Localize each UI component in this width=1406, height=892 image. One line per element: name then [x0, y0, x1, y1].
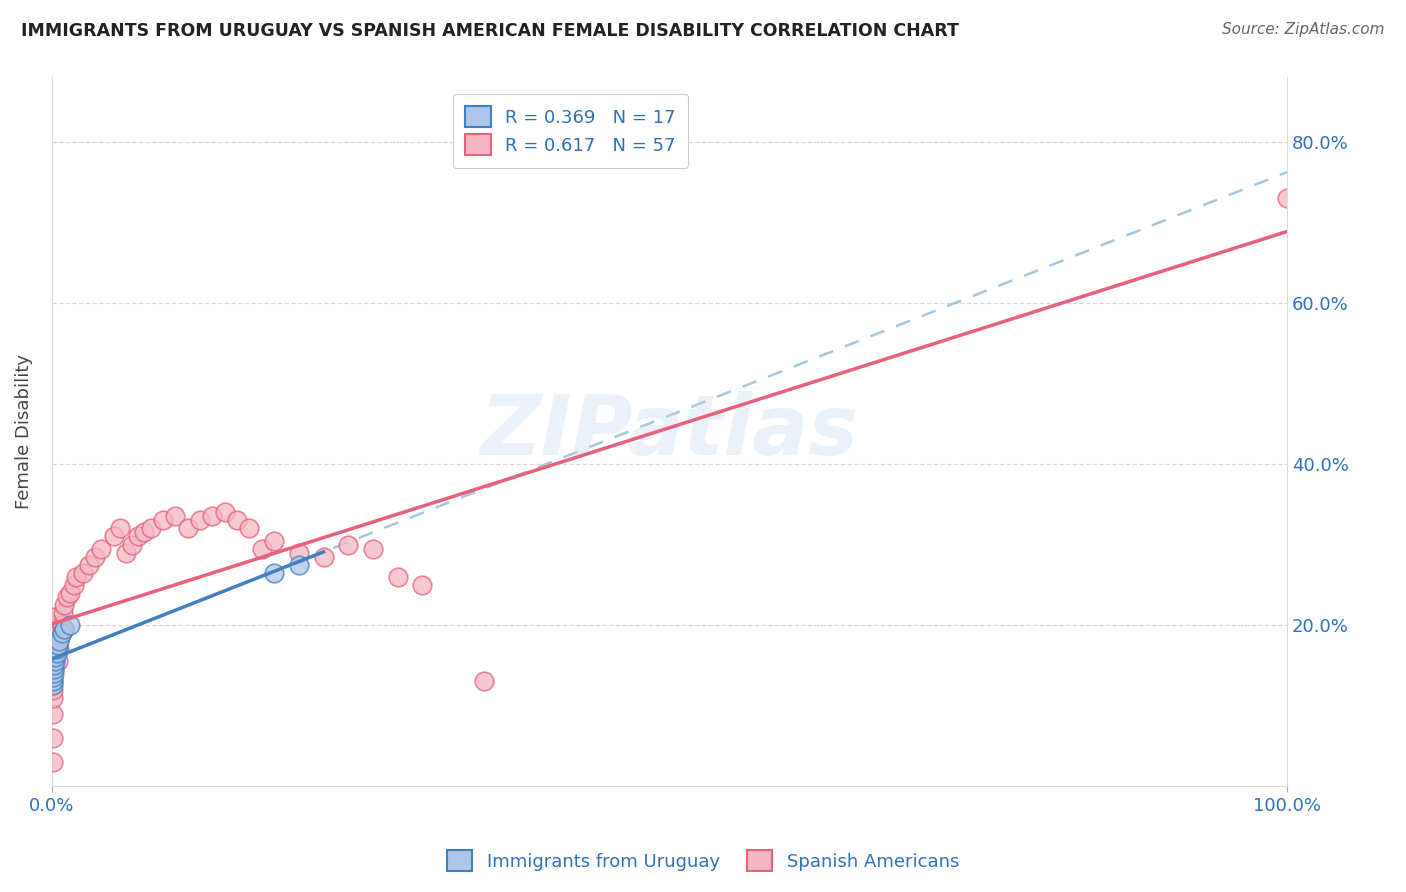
Point	[226, 513, 249, 527]
Point	[387, 570, 409, 584]
Point	[263, 566, 285, 580]
Point	[65, 570, 87, 584]
Text: Source: ZipAtlas.com: Source: ZipAtlas.com	[1222, 22, 1385, 37]
Point	[45, 642, 67, 657]
Point	[44, 654, 66, 668]
Point	[201, 509, 224, 524]
Point	[121, 537, 143, 551]
Text: ZIPatlas: ZIPatlas	[481, 392, 858, 472]
Point	[46, 654, 69, 668]
Point	[361, 541, 384, 556]
Point	[42, 674, 65, 689]
Text: IMMIGRANTS FROM URUGUAY VS SPANISH AMERICAN FEMALE DISABILITY CORRELATION CHART: IMMIGRANTS FROM URUGUAY VS SPANISH AMERI…	[21, 22, 959, 40]
Point	[42, 682, 65, 697]
Point	[44, 658, 66, 673]
Point	[59, 618, 82, 632]
Point	[42, 706, 65, 721]
Point	[42, 674, 65, 689]
Point	[49, 630, 72, 644]
Point	[472, 674, 495, 689]
Point	[42, 626, 65, 640]
Point	[115, 545, 138, 559]
Point	[42, 618, 65, 632]
Point	[53, 622, 76, 636]
Point	[51, 618, 73, 632]
Point	[72, 566, 94, 580]
Point	[77, 558, 100, 572]
Point	[42, 622, 65, 636]
Point	[288, 545, 311, 559]
Point	[90, 541, 112, 556]
Point	[46, 638, 69, 652]
Point	[176, 521, 198, 535]
Point	[42, 610, 65, 624]
Point	[165, 509, 187, 524]
Point	[337, 537, 360, 551]
Point	[48, 634, 70, 648]
Point	[59, 586, 82, 600]
Point	[127, 529, 149, 543]
Point	[84, 549, 107, 564]
Point	[42, 670, 65, 684]
Point	[52, 606, 75, 620]
Point	[152, 513, 174, 527]
Point	[45, 646, 67, 660]
Point	[48, 642, 70, 657]
Point	[42, 634, 65, 648]
Point	[42, 638, 65, 652]
Point	[53, 598, 76, 612]
Point	[51, 626, 73, 640]
Point	[288, 558, 311, 572]
Point	[238, 521, 260, 535]
Point	[312, 549, 335, 564]
Point	[44, 662, 66, 676]
Point	[42, 755, 65, 769]
Point	[134, 525, 156, 540]
Point	[42, 654, 65, 668]
Point	[44, 650, 66, 665]
Point	[108, 521, 131, 535]
Point	[1275, 191, 1298, 205]
Point	[263, 533, 285, 548]
Point	[214, 505, 236, 519]
Point	[42, 678, 65, 692]
Point	[42, 650, 65, 665]
Point	[250, 541, 273, 556]
Point	[42, 690, 65, 705]
Point	[103, 529, 125, 543]
Point	[42, 731, 65, 745]
Point	[188, 513, 211, 527]
Point	[411, 578, 433, 592]
Point	[55, 590, 77, 604]
Y-axis label: Female Disability: Female Disability	[15, 354, 32, 509]
Point	[139, 521, 162, 535]
Legend: Immigrants from Uruguay, Spanish Americans: Immigrants from Uruguay, Spanish America…	[440, 843, 966, 879]
Legend: R = 0.369   N = 17, R = 0.617   N = 57: R = 0.369 N = 17, R = 0.617 N = 57	[453, 94, 689, 168]
Point	[44, 666, 66, 681]
Point	[42, 662, 65, 676]
Point	[42, 630, 65, 644]
Point	[42, 646, 65, 660]
Point	[63, 578, 86, 592]
Point	[42, 642, 65, 657]
